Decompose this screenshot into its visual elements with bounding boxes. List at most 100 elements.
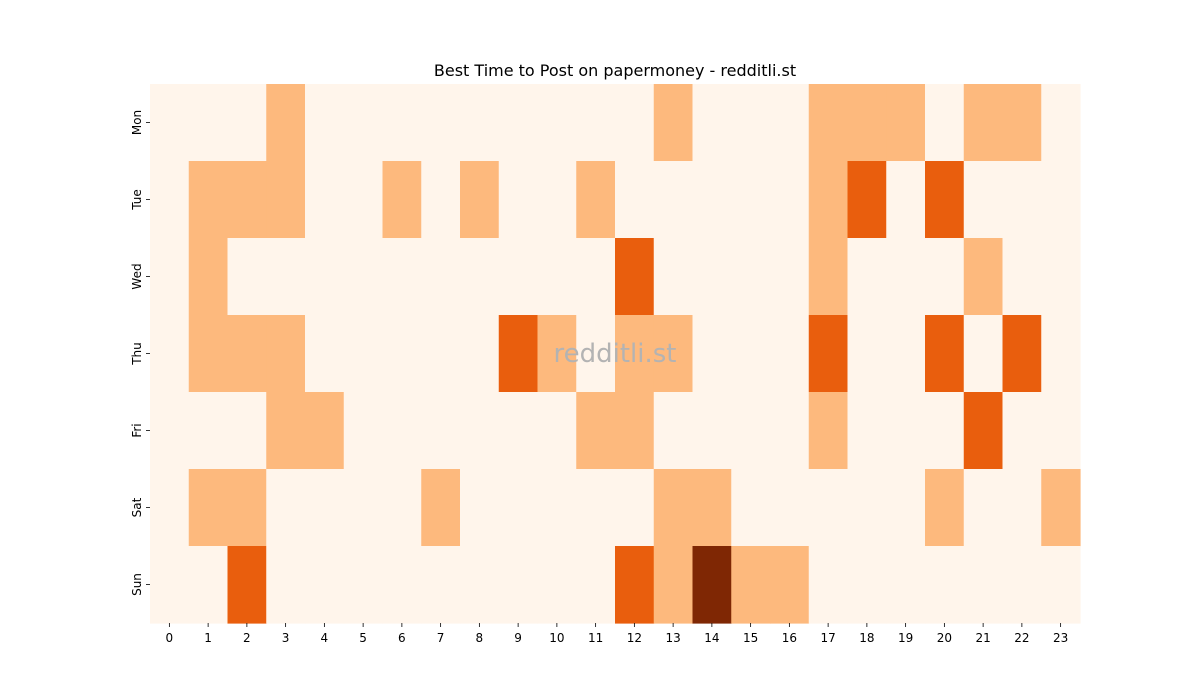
- heatmap-cell-thu-12: [615, 315, 655, 393]
- heatmap-cell-wed-13: [653, 238, 694, 316]
- heatmap-cell-tue-0: [150, 161, 190, 239]
- x-tick-label: 6: [398, 631, 406, 645]
- x-tick-label: 4: [321, 631, 329, 645]
- y-tick-label-thu: Thu: [130, 342, 144, 366]
- x-tick-label: 0: [166, 631, 174, 645]
- heatmap-cell-wed-9: [498, 238, 539, 316]
- x-tick-label: 7: [437, 631, 445, 645]
- heatmap-cell-fri-11: [576, 392, 616, 470]
- heatmap-cell-wed-14: [692, 238, 732, 316]
- heatmap-cell-wed-4: [305, 238, 345, 316]
- heatmap-cell-wed-7: [421, 238, 461, 316]
- heatmap-cell-tue-7: [421, 161, 461, 239]
- heatmap-cell-tue-9: [498, 161, 539, 239]
- heatmap-cell-tue-11: [576, 161, 616, 239]
- heatmap-cell-sun-22: [1002, 546, 1042, 624]
- heatmap-cell-mon-9: [498, 84, 539, 162]
- x-tick-label: 12: [627, 631, 642, 645]
- heatmap-cell-sat-22: [1002, 469, 1042, 547]
- x-tick-label: 23: [1053, 631, 1068, 645]
- y-tick-label-mon: Mon: [130, 110, 144, 135]
- heatmap-cell-sat-15: [731, 469, 771, 547]
- x-tick-label: 3: [282, 631, 290, 645]
- heatmap-cell-sat-8: [460, 469, 500, 547]
- heatmap-cell-thu-3: [266, 315, 306, 393]
- heatmap-cell-sat-20: [925, 469, 965, 547]
- heatmap-cell-sun-10: [537, 546, 577, 624]
- y-tick-label-sun: Sun: [130, 573, 144, 596]
- heatmap-cell-thu-2: [227, 315, 267, 393]
- heatmap-cell-mon-6: [382, 84, 422, 162]
- heatmap-cell-fri-2: [227, 392, 267, 470]
- heatmap-cell-thu-15: [731, 315, 771, 393]
- heatmap-cell-mon-17: [808, 84, 849, 162]
- heatmap-cell-wed-8: [460, 238, 500, 316]
- heatmap-cell-fri-17: [808, 392, 849, 470]
- heatmap-cell-sun-12: [615, 546, 655, 624]
- x-tick-label: 19: [898, 631, 913, 645]
- heatmap-cell-mon-13: [653, 84, 694, 162]
- x-tick-label: 17: [820, 631, 835, 645]
- heatmap-cell-sat-14: [692, 469, 732, 547]
- heatmap-cell-sun-0: [150, 546, 190, 624]
- heatmap-cell-mon-18: [847, 84, 887, 162]
- heatmap-cell-thu-5: [343, 315, 384, 393]
- heatmap-cell-tue-5: [343, 161, 384, 239]
- heatmap-cell-thu-8: [460, 315, 500, 393]
- heatmap-cell-sun-5: [343, 546, 384, 624]
- x-tick-label: 15: [743, 631, 758, 645]
- heatmap-cell-mon-10: [537, 84, 577, 162]
- heatmap-cell-sat-19: [886, 469, 926, 547]
- heatmap-cell-tue-13: [653, 161, 694, 239]
- heatmap-cell-mon-14: [692, 84, 732, 162]
- heatmap-cell-sun-23: [1041, 546, 1081, 624]
- heatmap-cell-wed-16: [770, 238, 810, 316]
- heatmap-cell-thu-16: [770, 315, 810, 393]
- heatmap-cell-sat-3: [266, 469, 306, 547]
- heatmap-cell-sun-13: [653, 546, 694, 624]
- heatmap-cell-thu-21: [963, 315, 1004, 393]
- heatmap-cell-sat-23: [1041, 469, 1081, 547]
- heatmap-cell-fri-19: [886, 392, 926, 470]
- heatmap-cell-wed-17: [808, 238, 849, 316]
- heatmap-cell-wed-19: [886, 238, 926, 316]
- heatmap-cell-sat-2: [227, 469, 267, 547]
- heatmap-cell-tue-23: [1041, 161, 1081, 239]
- heatmap-cell-mon-19: [886, 84, 926, 162]
- heatmap-cell-sun-6: [382, 546, 422, 624]
- heatmap-cell-sun-7: [421, 546, 461, 624]
- heatmap-cell-sat-13: [653, 469, 694, 547]
- heatmap-cell-wed-0: [150, 238, 190, 316]
- heatmap-cell-thu-13: [653, 315, 694, 393]
- heatmap-cell-tue-20: [925, 161, 965, 239]
- heatmap-cell-thu-7: [421, 315, 461, 393]
- heatmap-cell-fri-8: [460, 392, 500, 470]
- heatmap-cell-sun-14: [692, 546, 732, 624]
- heatmap-cell-mon-7: [421, 84, 461, 162]
- heatmap-cell-fri-20: [925, 392, 965, 470]
- heatmap-cell-thu-19: [886, 315, 926, 393]
- heatmap-cell-thu-23: [1041, 315, 1081, 393]
- heatmap-cell-sat-11: [576, 469, 616, 547]
- heatmap-cell-wed-11: [576, 238, 616, 316]
- heatmap-cell-thu-0: [150, 315, 190, 393]
- heatmap-cell-wed-20: [925, 238, 965, 316]
- x-axis: 0 1 2 3 4 5 6 7 8 9 10 11 12 13 14 15 16 17 18 19 20 21 22 23: [166, 623, 1068, 645]
- heatmap-cell-fri-9: [498, 392, 539, 470]
- heatmap-cell-thu-1: [188, 315, 229, 393]
- heatmap-cell-sun-15: [731, 546, 771, 624]
- heatmap-cell-thu-6: [382, 315, 422, 393]
- heatmap-cell-wed-5: [343, 238, 384, 316]
- y-tick-label-fri: Fri: [130, 423, 144, 437]
- x-tick-label: 22: [1014, 631, 1029, 645]
- heatmap-cell-tue-15: [731, 161, 771, 239]
- heatmap-cell-sun-20: [925, 546, 965, 624]
- heatmap-cell-wed-18: [847, 238, 887, 316]
- heatmap-cell-tue-17: [808, 161, 849, 239]
- heatmap-cell-tue-12: [615, 161, 655, 239]
- heatmap-cell-tue-16: [770, 161, 810, 239]
- heatmap-cell-sun-21: [963, 546, 1004, 624]
- heatmap-cell-sun-4: [305, 546, 345, 624]
- heatmap-cell-sat-21: [963, 469, 1004, 547]
